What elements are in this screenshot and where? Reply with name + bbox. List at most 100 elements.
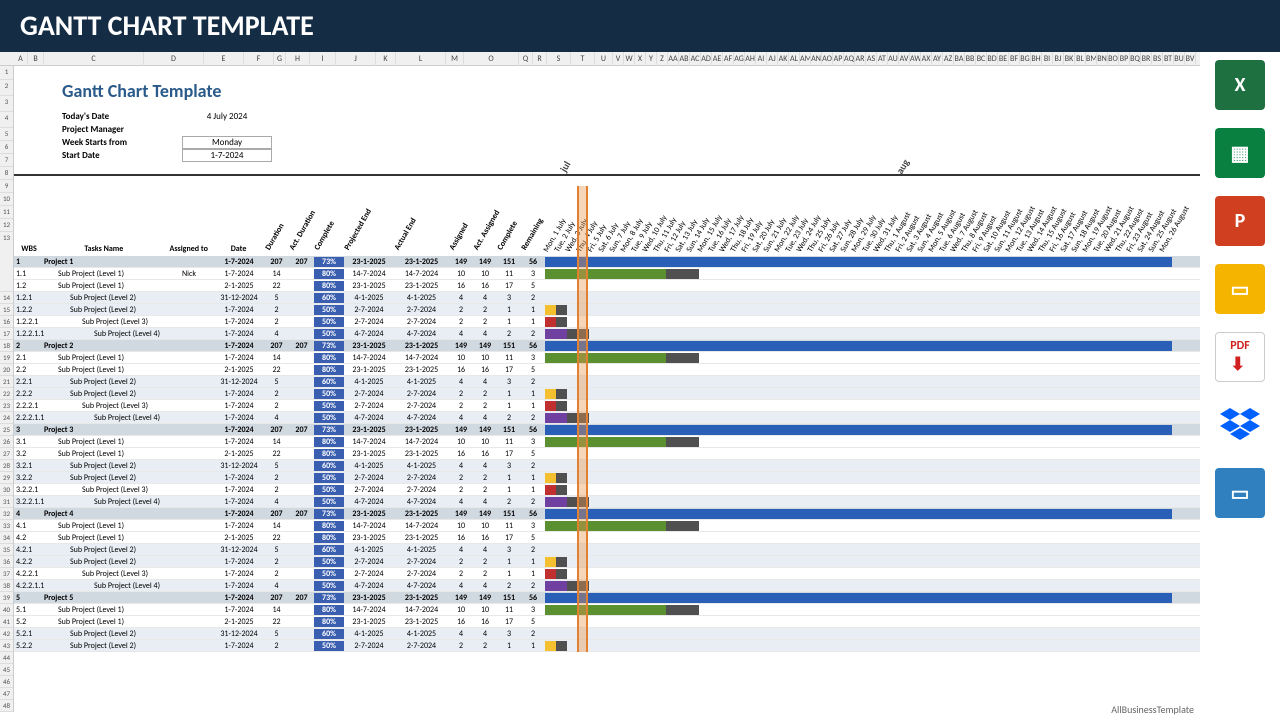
col-header[interactable]: V — [613, 52, 624, 66]
gantt-row[interactable]: 4.2.2.1Sub Project (Level 3)1-7-2024250%… — [14, 568, 1200, 580]
row-header[interactable]: 5 — [0, 128, 13, 141]
row-header[interactable]: 12 — [0, 219, 13, 232]
row-header[interactable]: 27 — [0, 448, 13, 460]
dropbox-icon[interactable] — [1215, 400, 1265, 450]
col-header[interactable]: M — [446, 52, 464, 66]
gantt-row[interactable]: 2.2.2.1Sub Project (Level 3)1-7-2024250%… — [14, 400, 1200, 412]
col-header[interactable]: BU — [1174, 52, 1185, 66]
col-header[interactable]: A — [14, 52, 28, 66]
gantt-row[interactable]: 2.2Sub Project (Level 1)2-1-20252280%23-… — [14, 364, 1200, 376]
gantt-row[interactable]: 1.1Sub Project (Level 1)Nick1-7-20241480… — [14, 268, 1200, 280]
col-header[interactable]: AD — [701, 52, 712, 66]
col-header[interactable]: BR — [1141, 52, 1152, 66]
col-header[interactable]: AZ — [943, 52, 954, 66]
gantt-row[interactable]: 2.2.2Sub Project (Level 2)1-7-2024250%2-… — [14, 388, 1200, 400]
row-header[interactable]: 37 — [0, 568, 13, 580]
gantt-row[interactable]: 3.2.2.1Sub Project (Level 3)1-7-2024250%… — [14, 484, 1200, 496]
pdf-icon[interactable]: PDF⬇ — [1215, 332, 1265, 382]
col-header[interactable]: BP — [1119, 52, 1130, 66]
col-header[interactable]: BQ — [1130, 52, 1141, 66]
gantt-row[interactable]: 1.2.1Sub Project (Level 2)31-12-2024560%… — [14, 292, 1200, 304]
col-header[interactable]: Q — [519, 52, 533, 66]
row-header[interactable]: 48 — [0, 700, 13, 712]
sheets-icon[interactable]: ▦ — [1215, 128, 1265, 178]
col-header[interactable]: BN — [1097, 52, 1108, 66]
gantt-row[interactable]: 5.1Sub Project (Level 1)1-7-20241480%14-… — [14, 604, 1200, 616]
row-header[interactable]: 33 — [0, 520, 13, 532]
gantt-row[interactable]: 4.1Sub Project (Level 1)1-7-20241480%14-… — [14, 520, 1200, 532]
col-header[interactable]: BB — [965, 52, 976, 66]
col-header[interactable]: L — [396, 52, 446, 66]
gantt-row[interactable]: 5Project 51-7-202420720773%23-1-202523-1… — [14, 592, 1200, 604]
col-header[interactable]: W — [624, 52, 635, 66]
col-header[interactable]: AU — [888, 52, 899, 66]
row-header[interactable]: 31 — [0, 496, 13, 508]
col-header[interactable]: H — [286, 52, 310, 66]
col-header[interactable]: Y — [646, 52, 657, 66]
excel-icon[interactable]: X — [1215, 60, 1265, 110]
gantt-row[interactable]: 5.2.2Sub Project (Level 2)1-7-2024250%2-… — [14, 640, 1200, 652]
gantt-row[interactable]: 2.2.1Sub Project (Level 2)31-12-2024560%… — [14, 376, 1200, 388]
col-header[interactable]: AO — [822, 52, 833, 66]
gantt-row[interactable]: 1.2.2.1Sub Project (Level 3)1-7-2024250%… — [14, 316, 1200, 328]
col-header[interactable]: BI — [1042, 52, 1053, 66]
row-header[interactable]: 43 — [0, 640, 13, 652]
col-header[interactable]: AY — [932, 52, 943, 66]
col-header[interactable]: AB — [679, 52, 690, 66]
row-header[interactable]: 29 — [0, 472, 13, 484]
row-header[interactable]: 26 — [0, 436, 13, 448]
powerpoint-icon[interactable]: P — [1215, 196, 1265, 246]
row-header[interactable]: 10 — [0, 193, 13, 206]
row-header[interactable]: 16 — [0, 316, 13, 328]
col-header[interactable]: AF — [723, 52, 734, 66]
gantt-row[interactable]: 5.2Sub Project (Level 1)2-1-20252280%23-… — [14, 616, 1200, 628]
col-header[interactable]: AJ — [767, 52, 778, 66]
gantt-row[interactable]: 2.2.2.1.1Sub Project (Level 4)1-7-202445… — [14, 412, 1200, 424]
col-header[interactable]: S — [547, 52, 571, 66]
start-value[interactable]: 1-7-2024 — [182, 149, 272, 162]
row-header[interactable]: 1 — [0, 66, 13, 80]
col-header[interactable]: BG — [1020, 52, 1031, 66]
slides-icon[interactable]: ▭ — [1215, 264, 1265, 314]
col-header[interactable]: J — [336, 52, 376, 66]
gantt-row[interactable]: 3.2Sub Project (Level 1)2-1-20252280%23-… — [14, 448, 1200, 460]
col-header[interactable]: BT — [1163, 52, 1174, 66]
row-header[interactable]: 20 — [0, 364, 13, 376]
row-header[interactable]: 2 — [0, 80, 13, 96]
row-header[interactable]: 4 — [0, 112, 13, 128]
row-header[interactable]: 18 — [0, 340, 13, 352]
col-header[interactable]: AP — [833, 52, 844, 66]
col-header[interactable]: AI — [756, 52, 767, 66]
gantt-row[interactable]: 4Project 41-7-202420720773%23-1-202523-1… — [14, 508, 1200, 520]
col-header[interactable]: T — [571, 52, 595, 66]
col-header[interactable]: G — [274, 52, 286, 66]
col-header[interactable]: D — [144, 52, 204, 66]
row-header[interactable]: 41 — [0, 616, 13, 628]
row-header[interactable]: 9 — [0, 180, 13, 193]
gantt-row[interactable]: 3.1Sub Project (Level 1)1-7-20241480%14-… — [14, 436, 1200, 448]
row-header[interactable]: 17 — [0, 328, 13, 340]
row-header[interactable]: 45 — [0, 664, 13, 676]
gantt-row[interactable]: 5.2.1Sub Project (Level 2)31-12-2024560%… — [14, 628, 1200, 640]
col-header[interactable]: AQ — [844, 52, 855, 66]
gantt-row[interactable]: 3Project 31-7-202420720773%23-1-202523-1… — [14, 424, 1200, 436]
row-header[interactable]: 47 — [0, 688, 13, 700]
row-header[interactable]: 35 — [0, 544, 13, 556]
col-header[interactable]: AA — [668, 52, 679, 66]
col-header[interactable]: AC — [690, 52, 701, 66]
col-header[interactable]: BJ — [1053, 52, 1064, 66]
col-header[interactable]: AG — [734, 52, 745, 66]
col-header[interactable]: BC — [976, 52, 987, 66]
row-header[interactable]: 13 — [0, 232, 13, 292]
col-header[interactable]: B — [28, 52, 44, 66]
row-header[interactable]: 3 — [0, 96, 13, 112]
row-header[interactable]: 30 — [0, 484, 13, 496]
gantt-row[interactable]: 4.2.2.1.1Sub Project (Level 4)1-7-202445… — [14, 580, 1200, 592]
row-header[interactable]: 19 — [0, 352, 13, 364]
row-header[interactable]: 25 — [0, 424, 13, 436]
col-header[interactable]: AW — [910, 52, 921, 66]
gantt-row[interactable]: 4.2.2Sub Project (Level 2)1-7-2024250%2-… — [14, 556, 1200, 568]
row-header[interactable]: 40 — [0, 604, 13, 616]
col-header[interactable]: E — [204, 52, 244, 66]
gantt-row[interactable]: 3.2.2.1.1Sub Project (Level 4)1-7-202445… — [14, 496, 1200, 508]
